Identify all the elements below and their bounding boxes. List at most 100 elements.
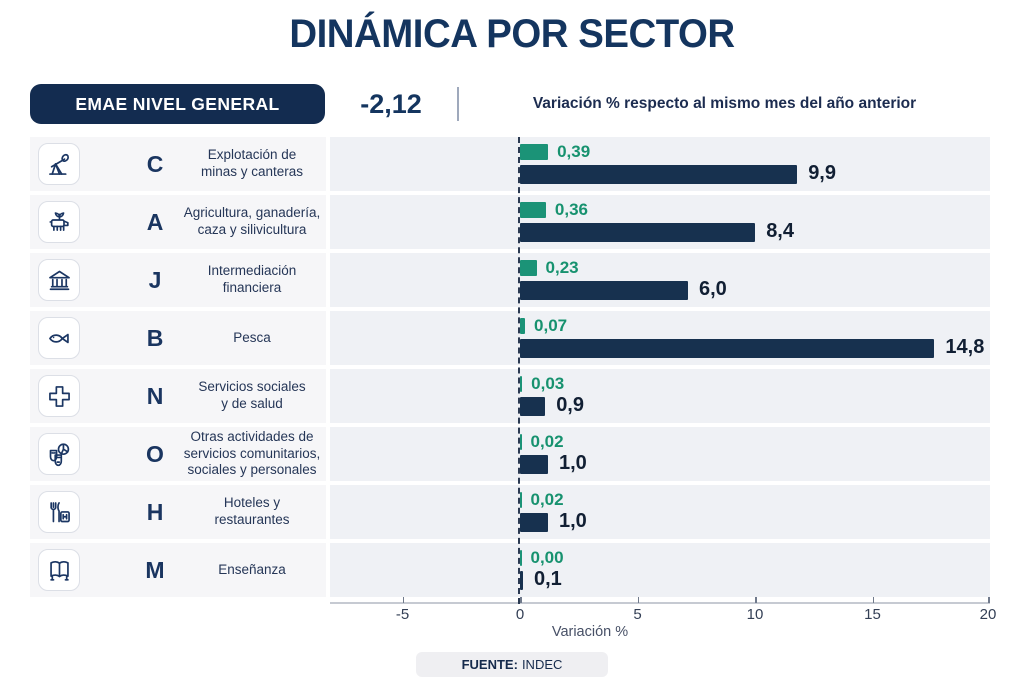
navy-value-label: 14,8 bbox=[945, 336, 985, 358]
x-axis-tick bbox=[402, 597, 404, 603]
green-value-label: 0,00 bbox=[530, 548, 564, 567]
restaurant-hotel-icon bbox=[38, 491, 80, 533]
sector-row: B Pesca 0,07 14,8 bbox=[30, 311, 990, 365]
oil-pump-icon bbox=[38, 143, 80, 185]
sector-name: Pesca bbox=[233, 329, 271, 345]
green-bar bbox=[520, 376, 523, 392]
sector-code: O bbox=[146, 440, 164, 467]
sector-chart-band: 0,02 1,0 bbox=[330, 485, 990, 539]
green-value-label: 0,23 bbox=[545, 258, 579, 277]
sector-chart-band: 0,03 0,9 bbox=[330, 369, 990, 423]
sector-row: J Intermediación financiera 0,23 6,0 bbox=[30, 253, 990, 307]
sector-name: Hoteles y restaurantes bbox=[214, 495, 290, 527]
green-value-label: 0,36 bbox=[554, 200, 588, 219]
green-bar bbox=[520, 492, 522, 508]
x-axis-tick bbox=[988, 597, 990, 603]
sector-label-band: O Otras actividades de servicios comunita… bbox=[30, 427, 326, 481]
livestock-icon bbox=[38, 201, 80, 243]
sector-row: O Otras actividades de servicios comunita… bbox=[30, 427, 990, 481]
sector-label-band: N Servicios sociales y de salud bbox=[30, 369, 326, 423]
sector-label-band: B Pesca bbox=[30, 311, 326, 365]
sector-code: H bbox=[146, 498, 164, 525]
navy-bar bbox=[520, 281, 688, 300]
green-value-label: 0,07 bbox=[534, 316, 568, 335]
sector-label-band: M Enseñanza bbox=[30, 543, 326, 597]
sector-label-band: J Intermediación financiera bbox=[30, 253, 326, 307]
green-value-label: 0,39 bbox=[557, 142, 591, 161]
sector-label-band: H Hoteles y restaurantes bbox=[30, 485, 326, 539]
green-value-label: 0,02 bbox=[530, 490, 564, 509]
x-axis-tick-label: -5 bbox=[395, 606, 410, 623]
sector-row: C Explotación de minas y canteras 0,39 9,9 bbox=[30, 137, 990, 191]
sector-code: C bbox=[146, 150, 164, 177]
sector-row: N Servicios sociales y de salud 0,03 0,9 bbox=[30, 369, 990, 423]
navy-bar bbox=[520, 397, 546, 416]
source-pill: FUENTE: INDEC bbox=[415, 652, 609, 677]
sector-name: Agricultura, ganadería, caza y silivicul… bbox=[183, 205, 321, 237]
emae-value: -2,12 bbox=[360, 88, 422, 119]
navy-bar bbox=[520, 339, 935, 358]
sector-name: Enseñanza bbox=[218, 561, 286, 577]
x-axis-tick bbox=[637, 597, 639, 603]
sector-name: Intermediación financiera bbox=[207, 263, 297, 295]
sector-row: M Enseñanza 0,00 0,1 bbox=[30, 543, 990, 597]
sector-chart-band: 0,39 9,9 bbox=[330, 137, 990, 191]
sector-name: Explotación de minas y canteras bbox=[200, 147, 304, 179]
green-value-label: 0,02 bbox=[530, 432, 564, 451]
navy-value-label: 1,0 bbox=[559, 510, 587, 532]
sector-chart-band: 0,07 14,8 bbox=[330, 311, 990, 365]
navy-value-label: 1,0 bbox=[559, 452, 587, 474]
theater-masks-icon bbox=[38, 433, 80, 475]
sector-code: N bbox=[146, 382, 164, 409]
x-axis-label: Variación % bbox=[551, 624, 629, 640]
sector-chart-band: 0,02 1,0 bbox=[330, 427, 990, 481]
navy-value-label: 0,1 bbox=[534, 568, 562, 590]
sector-code: A bbox=[146, 208, 164, 235]
navy-bar bbox=[520, 455, 548, 474]
source-label: FUENTE: bbox=[461, 657, 518, 672]
open-book-icon bbox=[38, 549, 80, 591]
navy-value-label: 9,9 bbox=[808, 162, 836, 184]
page-title: DINÁMICA POR SECTOR bbox=[289, 12, 735, 56]
navy-bar bbox=[520, 165, 798, 184]
sector-chart-band: 0,36 8,4 bbox=[330, 195, 990, 249]
green-bar bbox=[520, 260, 537, 276]
x-axis-tick-label: 10 bbox=[746, 606, 764, 623]
medical-cross-icon bbox=[38, 375, 80, 417]
x-axis-tick bbox=[755, 597, 757, 603]
chart-subtitle: Variación % respecto al mismo mes del añ… bbox=[532, 95, 917, 112]
footer: FUENTE: INDEC bbox=[0, 652, 1024, 677]
sector-code: J bbox=[148, 266, 162, 293]
sector-name: Otras actividades de servicios comunitar… bbox=[183, 428, 321, 478]
green-bar bbox=[520, 434, 522, 450]
fish-icon bbox=[38, 317, 80, 359]
x-axis-line bbox=[330, 602, 990, 604]
x-axis-tick-label: 0 bbox=[515, 606, 525, 623]
navy-value-label: 8,4 bbox=[766, 220, 794, 242]
sector-name: Servicios sociales y de salud bbox=[198, 379, 306, 411]
green-bar bbox=[520, 550, 522, 566]
header-bar: EMAE NIVEL GENERAL -2,12 Variación % res… bbox=[30, 84, 990, 124]
zero-baseline bbox=[518, 137, 520, 604]
sector-row: H Hoteles y restaurantes 0,02 1,0 bbox=[30, 485, 990, 539]
bank-icon bbox=[38, 259, 80, 301]
x-axis-tick bbox=[520, 597, 522, 603]
navy-value-label: 0,9 bbox=[556, 394, 584, 416]
sector-code: B bbox=[146, 324, 164, 351]
x-axis-tick-label: 15 bbox=[864, 606, 881, 623]
green-bar bbox=[520, 202, 546, 218]
x-axis-tick-label: 20 bbox=[979, 606, 997, 623]
sector-label-band: A Agricultura, ganadería, caza y silivicu… bbox=[30, 195, 326, 249]
source-value: INDEC bbox=[521, 657, 563, 672]
navy-bar bbox=[520, 223, 756, 242]
emae-badge: EMAE NIVEL GENERAL bbox=[30, 84, 325, 124]
sector-chart-band: 0,23 6,0 bbox=[330, 253, 990, 307]
green-bar bbox=[520, 144, 549, 160]
sector-chart-band: 0,00 0,1 bbox=[330, 543, 990, 597]
x-axis-tick bbox=[872, 597, 874, 603]
sector-code: M bbox=[145, 556, 165, 583]
green-bar bbox=[520, 318, 526, 334]
navy-bar bbox=[520, 571, 523, 590]
green-value-label: 0,03 bbox=[531, 374, 565, 393]
navy-value-label: 6,0 bbox=[699, 278, 727, 300]
